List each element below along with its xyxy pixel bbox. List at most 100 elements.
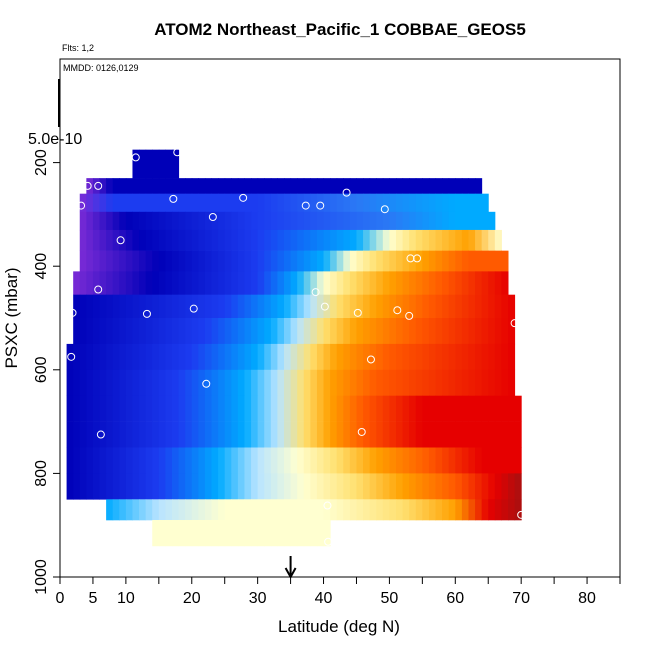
heatmap-cell bbox=[389, 395, 397, 422]
heatmap-cell bbox=[475, 250, 483, 272]
heatmap-cell bbox=[330, 178, 338, 194]
heatmap-cell bbox=[389, 229, 397, 251]
heatmap-cell bbox=[237, 178, 245, 194]
heatmap-cell bbox=[125, 178, 133, 194]
heatmap-cell bbox=[145, 229, 153, 251]
heatmap-cell bbox=[389, 178, 397, 194]
heatmap-cell bbox=[270, 211, 278, 231]
heatmap-cell bbox=[448, 343, 456, 371]
heatmap-cell bbox=[191, 229, 199, 251]
heatmap-cell bbox=[409, 499, 417, 521]
heatmap-cell bbox=[237, 271, 245, 295]
data-point bbox=[320, 302, 329, 311]
heatmap-cell bbox=[237, 421, 245, 448]
heatmap-cell bbox=[106, 318, 114, 345]
heatmap-cell bbox=[251, 193, 259, 213]
heatmap-cell bbox=[66, 421, 74, 448]
heatmap-cell bbox=[152, 343, 160, 371]
heatmap-cell bbox=[461, 369, 469, 396]
heatmap-cell bbox=[343, 473, 351, 500]
heatmap-cell bbox=[316, 447, 325, 474]
heatmap-cell bbox=[297, 250, 305, 272]
heatmap-cell bbox=[145, 369, 153, 396]
heatmap-cell bbox=[112, 395, 120, 422]
heatmap-cell bbox=[363, 211, 371, 231]
heatmap-layer bbox=[66, 149, 522, 547]
heatmap-cell bbox=[428, 343, 437, 371]
heatmap-cell bbox=[481, 271, 489, 295]
heatmap-cell bbox=[152, 211, 160, 231]
heatmap-cell bbox=[125, 447, 133, 474]
heatmap-cell bbox=[172, 178, 180, 194]
heatmap-cell bbox=[468, 473, 476, 500]
heatmap-cell bbox=[448, 193, 456, 213]
heatmap-cell bbox=[139, 318, 147, 345]
heatmap-cell bbox=[106, 447, 114, 474]
data-point bbox=[405, 311, 414, 320]
heatmap-cell bbox=[264, 447, 272, 474]
heatmap-cell bbox=[185, 473, 193, 500]
heatmap-cell bbox=[455, 271, 463, 295]
heatmap-cell bbox=[435, 369, 443, 396]
heatmap-cell bbox=[494, 395, 502, 422]
heatmap-cell bbox=[145, 193, 153, 213]
heatmap-cell bbox=[165, 250, 173, 272]
heatmap-cell bbox=[468, 250, 476, 272]
heatmap-cell bbox=[336, 369, 344, 396]
heatmap-cell bbox=[468, 294, 476, 319]
heatmap-cell bbox=[125, 499, 133, 521]
heatmap-cell bbox=[211, 318, 219, 345]
heatmap-cell bbox=[139, 395, 147, 422]
data-point bbox=[353, 308, 362, 317]
heatmap-cell bbox=[382, 193, 390, 213]
heatmap-cell bbox=[389, 343, 397, 371]
heatmap-cell bbox=[231, 395, 239, 422]
data-point bbox=[116, 236, 125, 245]
heatmap-cell bbox=[112, 294, 120, 319]
heatmap-cell bbox=[257, 178, 265, 194]
heatmap-cell bbox=[330, 343, 338, 371]
heatmap-cell bbox=[277, 250, 285, 272]
heatmap-cell bbox=[310, 211, 318, 231]
heatmap-cell bbox=[448, 250, 456, 272]
heatmap-cell bbox=[185, 369, 193, 396]
heatmap-cell bbox=[145, 421, 153, 448]
heatmap-cell bbox=[396, 178, 404, 194]
heatmap-cell bbox=[336, 473, 344, 500]
heatmap-cell bbox=[323, 271, 331, 295]
heatmap-cell bbox=[310, 369, 318, 396]
heatmap-cell bbox=[132, 369, 140, 396]
heatmap-cell bbox=[73, 369, 81, 396]
heatmap-cell bbox=[376, 250, 384, 272]
heatmap-cell bbox=[185, 499, 193, 521]
heatmap-cell bbox=[277, 520, 285, 547]
heatmap-cell bbox=[488, 421, 496, 448]
heatmap-cell bbox=[323, 473, 331, 500]
heatmap-cell bbox=[152, 421, 160, 448]
heatmap-cell bbox=[402, 271, 410, 295]
heatmap-band bbox=[66, 369, 516, 396]
heatmap-cell bbox=[224, 343, 232, 371]
heatmap-cell bbox=[125, 294, 133, 319]
heatmap-cell bbox=[99, 447, 107, 474]
heatmap-cell bbox=[508, 395, 516, 422]
heatmap-cell bbox=[363, 193, 371, 213]
heatmap-cell bbox=[284, 473, 292, 500]
heatmap-cell bbox=[191, 473, 199, 500]
heatmap-cell bbox=[251, 395, 259, 422]
heatmap-cell bbox=[198, 369, 206, 396]
heatmap-cell bbox=[468, 499, 476, 521]
heatmap-cell bbox=[125, 229, 133, 251]
heatmap-cell bbox=[204, 318, 213, 345]
heatmap-cell bbox=[86, 395, 94, 422]
heatmap-band bbox=[86, 178, 483, 194]
x-tick-label: 60 bbox=[446, 590, 464, 607]
heatmap-cell bbox=[323, 520, 331, 547]
heatmap-cell bbox=[376, 178, 384, 194]
heatmap-cell bbox=[224, 421, 232, 448]
heatmap-cell bbox=[343, 294, 351, 319]
heatmap-cell bbox=[508, 499, 516, 521]
heatmap-cell bbox=[336, 211, 344, 231]
heatmap-cell bbox=[277, 421, 285, 448]
heatmap-cell bbox=[481, 369, 489, 396]
